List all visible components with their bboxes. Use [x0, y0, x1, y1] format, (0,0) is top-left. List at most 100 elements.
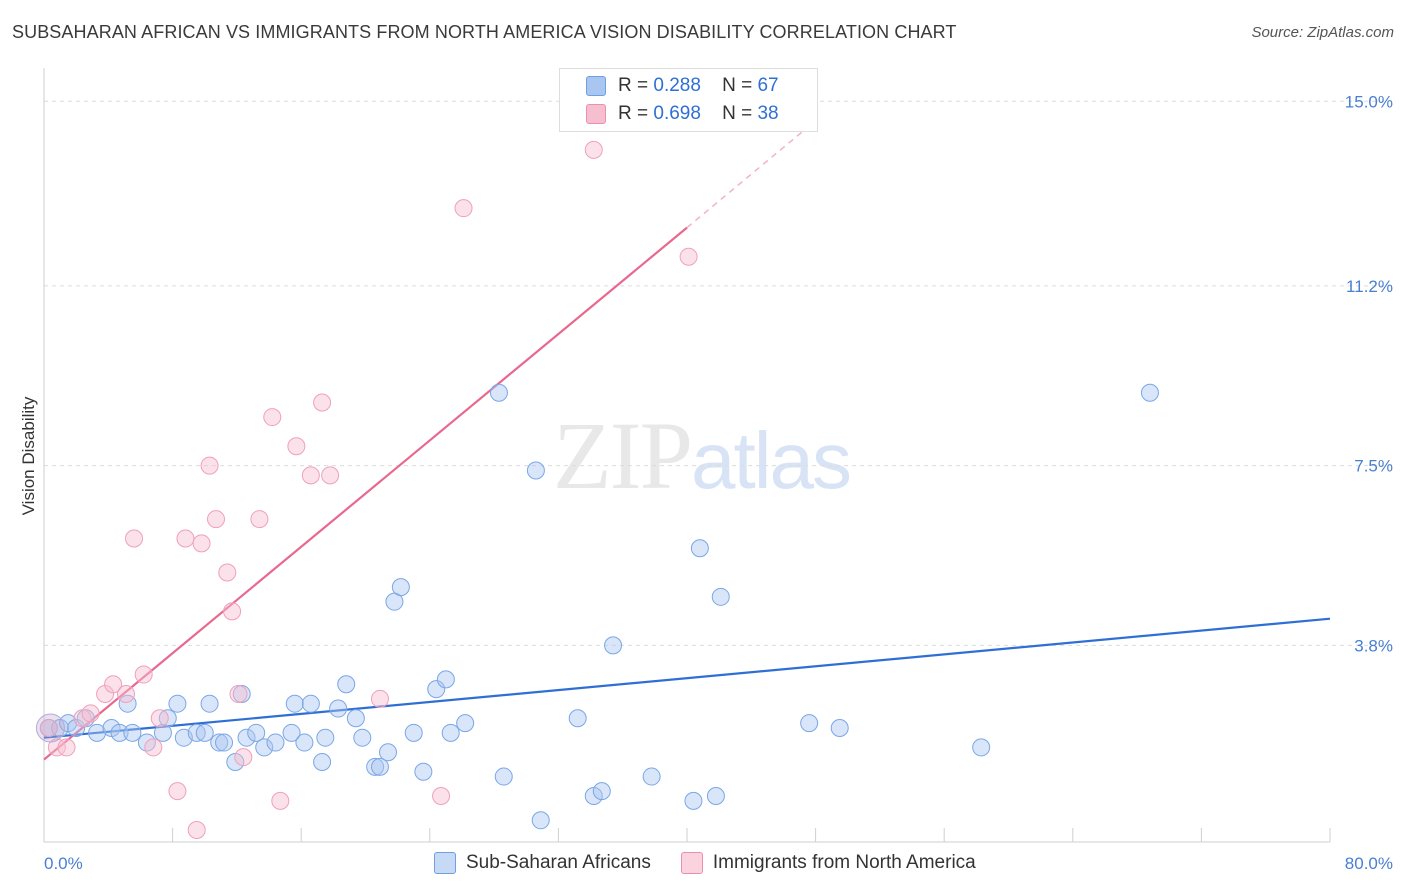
legend-row-blue: R = 0.288 N = 67 [586, 73, 779, 99]
point-subsaharan [441, 723, 460, 742]
point-north-america [176, 529, 195, 548]
point-north-america [271, 791, 290, 810]
legend-n-value: 38 [757, 103, 779, 124]
point-north-america [81, 704, 100, 723]
point-subsaharan [210, 733, 229, 752]
point-subsaharan [391, 578, 410, 597]
point-subsaharan [568, 709, 587, 728]
point-subsaharan [414, 762, 433, 781]
point-subsaharan [255, 738, 274, 757]
point-north-america [47, 738, 66, 757]
trend-line-subsaharan [43, 617, 1331, 739]
point-north-america [229, 684, 248, 703]
legend-r-value: 0.698 [653, 103, 701, 124]
legend-n-value: 67 [757, 75, 779, 96]
point-subsaharan [153, 723, 172, 742]
bottom-legend-item-a: Sub-Saharan Africans [434, 852, 651, 874]
point-subsaharan [494, 767, 513, 786]
point-subsaharan [642, 767, 661, 786]
point-north-america [250, 510, 269, 529]
point-north-america [200, 456, 219, 475]
point-subsaharan [526, 461, 545, 480]
point-north-america [57, 738, 76, 757]
y-tick-label: 3.8% [1354, 636, 1393, 655]
point-subsaharan [282, 723, 301, 742]
point-north-america [116, 684, 135, 703]
point-north-america [370, 689, 389, 708]
point-north-america [168, 782, 187, 801]
point-subsaharan [972, 738, 991, 757]
point-north-america [454, 199, 473, 218]
legend-r-label: R = [618, 103, 649, 124]
point-subsaharan [830, 718, 849, 737]
point-subsaharan [427, 680, 446, 699]
point-subsaharan [346, 709, 365, 728]
point-subsaharan [67, 718, 86, 737]
bottom-legend-swatch-pink [680, 852, 703, 874]
y-tick-label: 15.0% [1345, 92, 1393, 111]
point-north-america [144, 738, 163, 757]
point-north-america [218, 563, 237, 582]
point-north-america [104, 675, 123, 694]
bottom-legend-swatch-blue [434, 852, 456, 874]
point-subsaharan [370, 757, 389, 776]
point-subsaharan [337, 675, 356, 694]
point-subsaharan [1140, 383, 1159, 402]
point-north-america [321, 466, 340, 485]
point-north-america [192, 534, 211, 553]
trend-lines [43, 120, 1331, 761]
point-north-america [313, 393, 332, 412]
x-tick-label: 0.0% [44, 854, 83, 873]
point-subsaharan [329, 699, 348, 718]
point-subsaharan [366, 757, 385, 776]
x-tick-label: 80.0% [1345, 854, 1393, 873]
legend-r-label: R = [618, 75, 649, 96]
bottom-legend-item-b: Immigrants from North America [680, 852, 976, 874]
point-north-america [134, 665, 153, 684]
point-subsaharan [266, 733, 285, 752]
point-subsaharan [489, 383, 508, 402]
chart-title: SUBSAHARAN AFRICAN VS IMMIGRANTS FROM NO… [12, 22, 957, 42]
gridlines [44, 100, 1395, 646]
point-subsaharan [711, 587, 730, 606]
bottom-legend-label-b: Immigrants from North America [712, 852, 976, 873]
point-north-america [234, 748, 253, 767]
point-north-america [287, 437, 306, 456]
point-subsaharan [88, 723, 107, 742]
point-subsaharan [168, 694, 187, 713]
point-north-america [301, 466, 320, 485]
point-subsaharan [313, 752, 332, 771]
point-subsaharan [285, 694, 304, 713]
y-tick-label: 7.5% [1354, 457, 1393, 476]
point-subsaharan [531, 811, 550, 830]
point-subsaharan [592, 782, 611, 801]
point-north-america [223, 602, 242, 621]
point-subsaharan [353, 728, 372, 747]
point-subsaharan [123, 723, 142, 742]
point-north-america [679, 247, 698, 266]
legend-r-value: 0.288 [653, 75, 701, 96]
point-north-america [432, 786, 451, 805]
point-subsaharan [436, 670, 455, 689]
y-tick-label: 11.2% [1346, 277, 1393, 296]
point-subsaharan [706, 786, 725, 805]
point-subsaharan [237, 728, 256, 747]
point-subsaharan [301, 694, 320, 713]
point-north-america [207, 510, 226, 529]
point-subsaharan [215, 733, 234, 752]
point-subsaharan [404, 723, 423, 742]
point-subsaharan [800, 714, 819, 733]
watermark: ZIPatlas [553, 402, 852, 509]
point-subsaharan [110, 723, 129, 742]
point-north-america [263, 408, 282, 427]
point-subsaharan [195, 723, 214, 742]
legend: R = 0.288 N = 67 R = 0.698 N = 38 [559, 68, 818, 132]
legend-n-label: N = [722, 103, 753, 124]
point-subsaharan [316, 728, 335, 747]
legend-row-pink: R = 0.698 N = 38 [586, 101, 779, 127]
point-north-america [187, 821, 206, 839]
point-north-america [150, 709, 169, 728]
point-subsaharan [379, 743, 398, 762]
bottom-legend-label-a: Sub-Saharan Africans [466, 852, 651, 873]
